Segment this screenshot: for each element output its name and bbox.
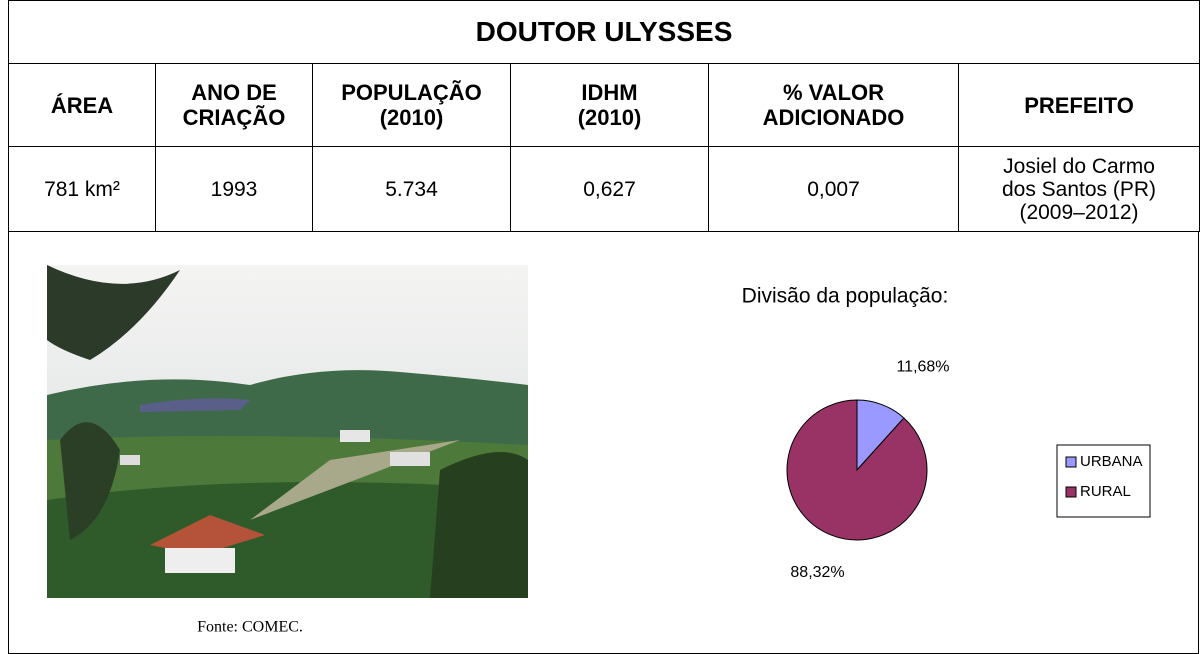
legend-swatch	[1066, 487, 1076, 497]
legend-label: URBANA	[1080, 453, 1143, 470]
value-label: 11,68%	[896, 359, 949, 376]
chart-title: Divisão da população:	[742, 285, 949, 308]
photo	[47, 265, 528, 598]
legend-label: RURAL	[1080, 483, 1131, 500]
legend-swatch	[1066, 457, 1076, 467]
page: DOUTOR ULYSSES ÁREA ANO DE CRIAÇÃO POPUL…	[0, 0, 1200, 654]
pie-slice	[787, 400, 927, 540]
photo-caption: Fonte: COMEC.	[197, 619, 303, 636]
figure-area: Fonte: COMEC. Divisão da população: 11,6…	[0, 0, 1200, 654]
value-label: 88,32%	[790, 564, 844, 581]
